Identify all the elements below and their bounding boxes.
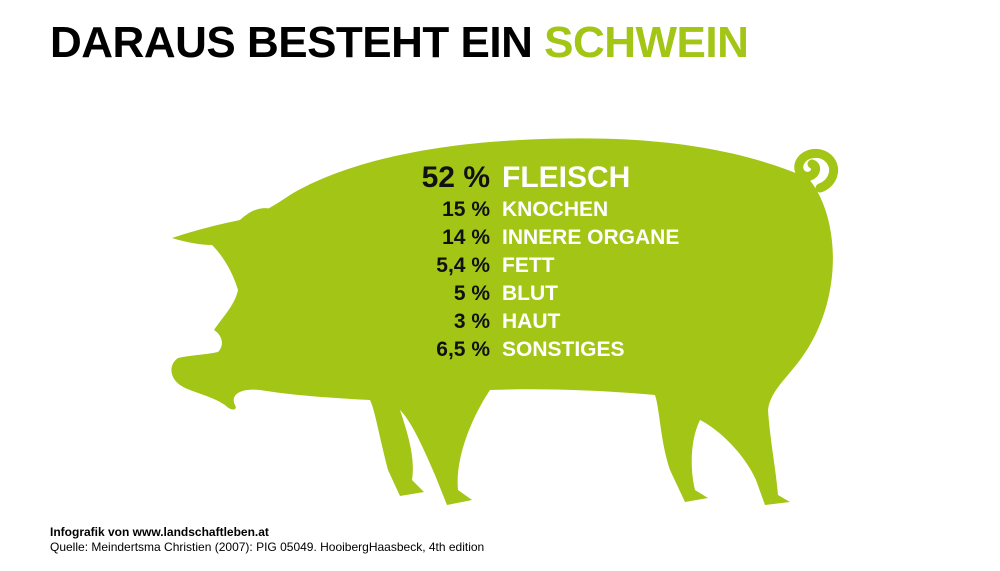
composition-row: 5,4 % FETT	[400, 252, 760, 280]
composition-label: FETT	[502, 254, 555, 277]
title-highlight: SCHWEIN	[544, 18, 749, 67]
composition-percent: 5,4 %	[436, 254, 490, 277]
pig-ear	[238, 208, 275, 230]
composition-row: 3 % HAUT	[400, 308, 760, 336]
footer-credit: Infografik von www.landschaftleben.at	[50, 525, 269, 539]
composition-list: 52 % FLEISCH 15 % KNOCHEN 14 % INNERE OR…	[400, 160, 760, 364]
composition-percent: 14 %	[442, 226, 490, 249]
footer: Infografik von www.landschaftleben.at Qu…	[50, 525, 484, 555]
composition-label: FLEISCH	[502, 161, 631, 194]
composition-label: SONSTIGES	[502, 338, 625, 361]
title-prefix: DARAUS BESTEHT EIN	[50, 18, 533, 67]
composition-percent: 3 %	[453, 310, 490, 333]
composition-percent: 6,5 %	[436, 338, 490, 361]
composition-percent: 15 %	[442, 198, 490, 221]
composition-label: BLUT	[502, 282, 558, 305]
pig-body	[171, 138, 833, 505]
composition-label: HAUT	[502, 310, 561, 333]
page-title: DARAUS BESTEHT EIN SCHWEIN	[50, 18, 749, 68]
footer-source: Quelle: Meindertsma Christien (2007): PI…	[50, 540, 485, 554]
composition-label: INNERE ORGANE	[502, 226, 680, 249]
composition-percent: 52 %	[421, 161, 490, 194]
pig-tail	[794, 149, 839, 193]
composition-percent: 5 %	[453, 282, 490, 305]
composition-row: 15 % KNOCHEN	[400, 196, 760, 224]
composition-row: 14 % INNERE ORGANE	[400, 224, 760, 252]
composition-row: 6,5 % SONSTIGES	[400, 336, 760, 364]
composition-row: 5 % BLUT	[400, 280, 760, 308]
composition-row: 52 % FLEISCH	[400, 160, 760, 196]
composition-label: KNOCHEN	[502, 198, 609, 221]
